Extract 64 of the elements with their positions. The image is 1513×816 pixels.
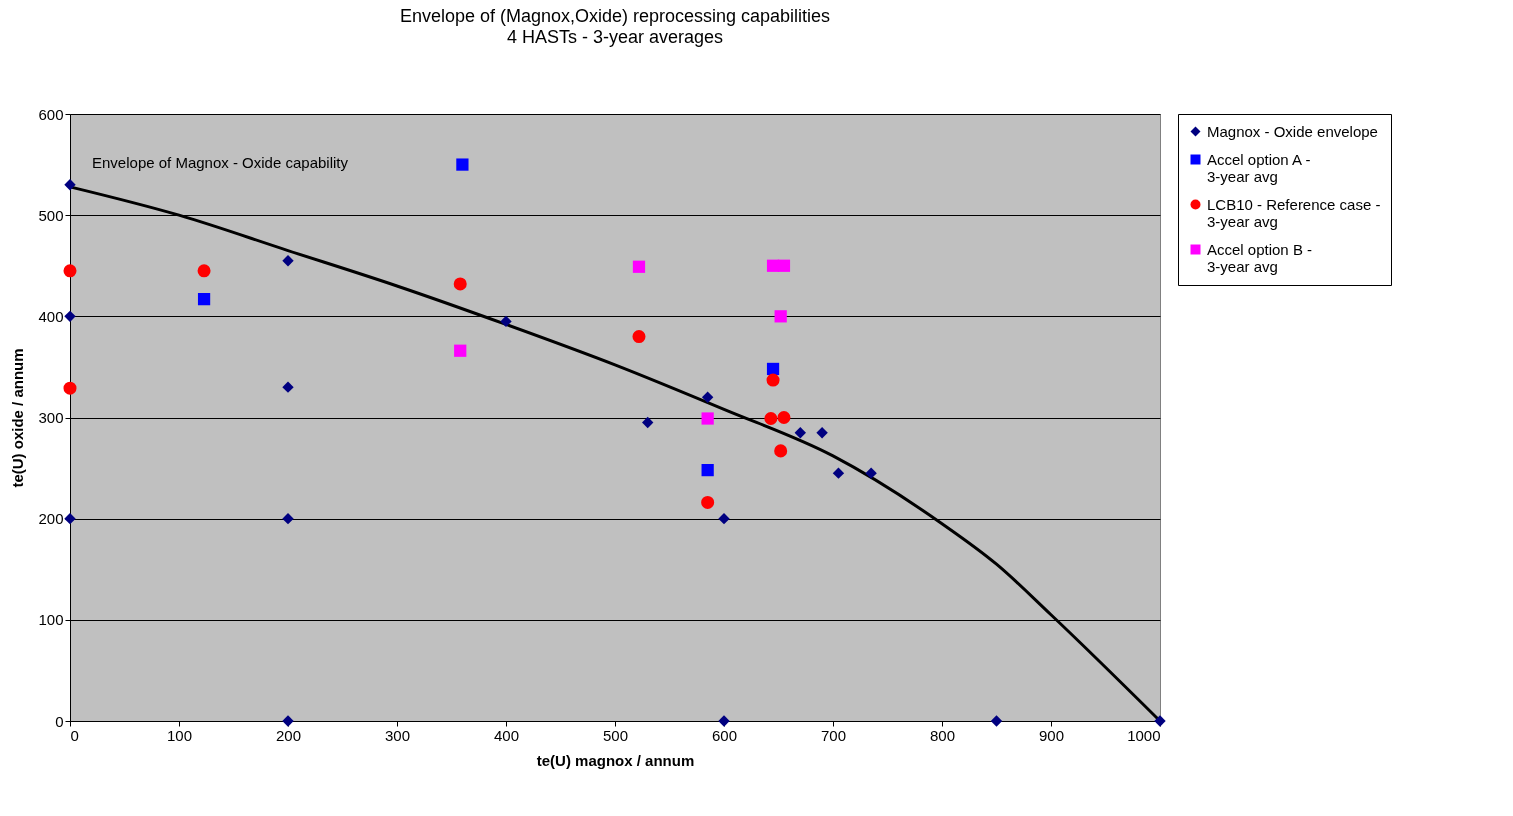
x-tick-label: 1000 <box>1127 726 1161 744</box>
point <box>777 259 791 272</box>
point <box>64 512 76 525</box>
point <box>63 381 77 395</box>
chart-title: Envelope of (Magnox,Oxide) reprocessing capabilities <box>399 6 831 26</box>
y-tick-label: 300 <box>38 409 64 426</box>
point <box>774 310 787 323</box>
point <box>282 254 294 267</box>
y-tick-label: 200 <box>38 510 64 528</box>
point <box>701 391 714 403</box>
point <box>282 512 294 525</box>
point <box>1154 715 1166 727</box>
point <box>766 362 780 376</box>
x-tick-label: 600 <box>711 726 738 744</box>
point <box>454 344 467 357</box>
chart-subtitle: 4 HASTs - 3-year averages <box>506 27 724 47</box>
y-axis-title: te(U) oxide / annum <box>9 348 27 488</box>
point <box>701 495 715 509</box>
point <box>701 412 714 425</box>
x-tick-label: 900 <box>1038 726 1065 744</box>
y-tick-label: 600 <box>38 105 64 123</box>
legend-label: Magnox - Oxide envelope <box>1207 122 1378 140</box>
x-tick-label: 700 <box>820 726 847 744</box>
point <box>764 412 778 426</box>
point <box>832 467 845 479</box>
y-tick-label: 500 <box>38 206 64 224</box>
point <box>718 715 730 727</box>
point <box>766 373 780 387</box>
point <box>282 715 294 727</box>
point <box>632 330 646 344</box>
x-tick-label: 500 <box>602 726 629 744</box>
point <box>197 293 211 306</box>
point <box>701 463 714 477</box>
point <box>777 410 791 425</box>
point <box>865 467 877 479</box>
x-tick-label: 100 <box>166 726 193 744</box>
x-tick-label: 0 <box>70 726 79 744</box>
point <box>64 310 76 323</box>
point <box>456 158 469 171</box>
legend-label: Accel option B - 3-year avg <box>1207 240 1313 275</box>
x-axis-title: te(U) magnox / annum <box>536 751 695 769</box>
x-tick-label: 400 <box>493 726 520 744</box>
point <box>632 260 646 273</box>
point <box>794 426 806 439</box>
point <box>500 315 512 328</box>
y-tick-label: 0 <box>55 712 64 730</box>
point <box>282 381 294 393</box>
point <box>816 426 828 439</box>
point <box>642 416 654 429</box>
x-tick-label: 200 <box>275 726 302 744</box>
legend-label: LCB10 - Reference case - 3-year avg <box>1207 195 1381 230</box>
point <box>774 444 788 458</box>
x-tick-label: 800 <box>929 726 956 744</box>
y-tick-label: 100 <box>38 611 64 629</box>
annotation: Envelope of Magnox - Oxide capability <box>92 154 349 171</box>
point <box>718 512 730 525</box>
x-tick-label: 300 <box>384 726 411 744</box>
legend-label: Accel option A - 3-year avg <box>1207 150 1311 185</box>
y-tick-label: 400 <box>38 307 64 325</box>
point <box>63 264 77 278</box>
point <box>64 179 76 191</box>
point <box>453 277 467 291</box>
point <box>990 715 1003 727</box>
point <box>197 264 211 278</box>
